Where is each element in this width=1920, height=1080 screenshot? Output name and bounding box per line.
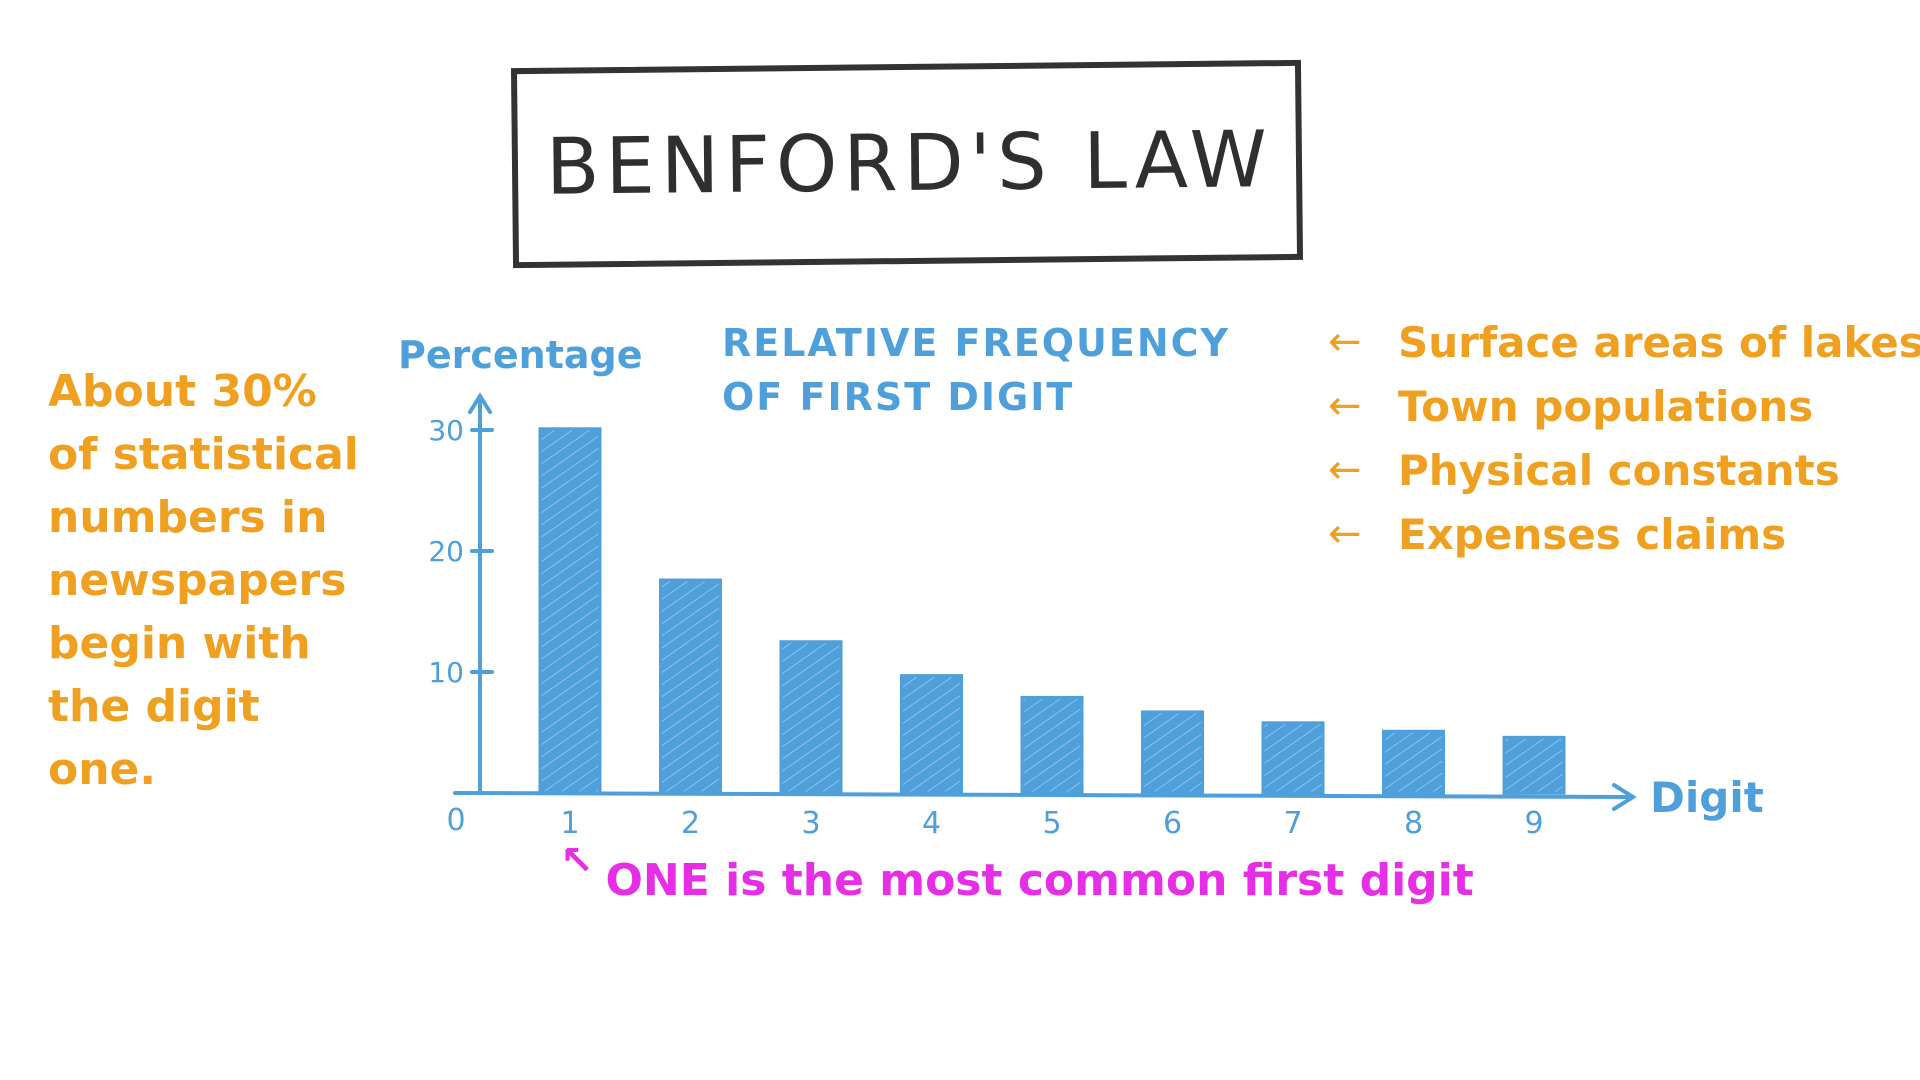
left-arrow-icon: ← (1328, 383, 1362, 429)
bar-1 (538, 427, 602, 795)
bar-3 (779, 640, 843, 795)
x-tick-label: 5 (1042, 806, 1061, 841)
x-tick-label: 8 (1404, 806, 1423, 841)
x-tick-label: 1 (560, 806, 579, 841)
y-axis-label: Percentage (398, 333, 643, 377)
bar-9 (1502, 735, 1566, 795)
bar-8 (1382, 729, 1445, 795)
left-note: About 30% of statistical numbers in news… (48, 360, 368, 801)
x-axis-arrow (1612, 783, 1637, 811)
left-note-line: numbers in (48, 492, 328, 543)
y-tick-label: 10 (428, 656, 464, 689)
x-axis (453, 791, 1632, 799)
up-left-arrow-icon: ↖ (560, 837, 594, 884)
y-tick-label: 20 (428, 535, 464, 568)
left-note-line: begin with (48, 618, 311, 669)
x-tick-label: 2 (681, 806, 700, 841)
left-note-line: of statistical (48, 429, 359, 480)
x-tick-label: 6 (1163, 806, 1182, 841)
bottom-note-text: ONE is the most common first digit (605, 855, 1474, 906)
example-item: ← Town populations (1328, 374, 1920, 438)
x-axis-label: Digit (1650, 773, 1764, 822)
bar-7 (1261, 721, 1325, 795)
example-label: Town populations (1398, 381, 1814, 431)
chart-title-line: OF FIRST DIGIT (722, 375, 1075, 419)
x-tick-label: 4 (922, 806, 941, 841)
origin-label: 0 (446, 803, 465, 838)
example-label: Physical constants (1398, 445, 1840, 495)
left-note-line: one. (48, 744, 157, 795)
bar-5 (1020, 695, 1084, 795)
bar-4 (900, 674, 963, 795)
y-tick-label: 30 (428, 414, 464, 447)
x-tick-label: 9 (1524, 806, 1543, 841)
chart-title: RELATIVE FREQUENCY OF FIRST DIGIT (722, 316, 1230, 424)
bar-2 (659, 578, 722, 795)
left-note-line: About 30% (48, 366, 317, 417)
bar-6 (1141, 710, 1204, 795)
left-arrow-icon: ← (1328, 447, 1362, 493)
example-item: ← Surface areas of lakes (1328, 310, 1920, 374)
chart-title-line: RELATIVE FREQUENCY (722, 321, 1231, 365)
left-note-line: the digit (48, 681, 260, 732)
x-tick-label: 3 (801, 806, 820, 841)
example-label: Expenses claims (1398, 509, 1787, 559)
example-item: ← Physical constants (1328, 438, 1920, 502)
example-label: Surface areas of lakes (1398, 317, 1920, 367)
x-tick-label: 7 (1283, 806, 1302, 841)
left-note-line: newspapers (48, 555, 347, 606)
left-arrow-icon: ← (1328, 319, 1362, 365)
left-arrow-icon: ← (1328, 511, 1362, 557)
bottom-note: ↖ ONE is the most common first digit (560, 838, 1474, 907)
y-axis-arrow (468, 392, 492, 414)
example-item: ← Expenses claims (1328, 502, 1920, 566)
examples-list: ← Surface areas of lakes ← Town populati… (1328, 310, 1920, 566)
